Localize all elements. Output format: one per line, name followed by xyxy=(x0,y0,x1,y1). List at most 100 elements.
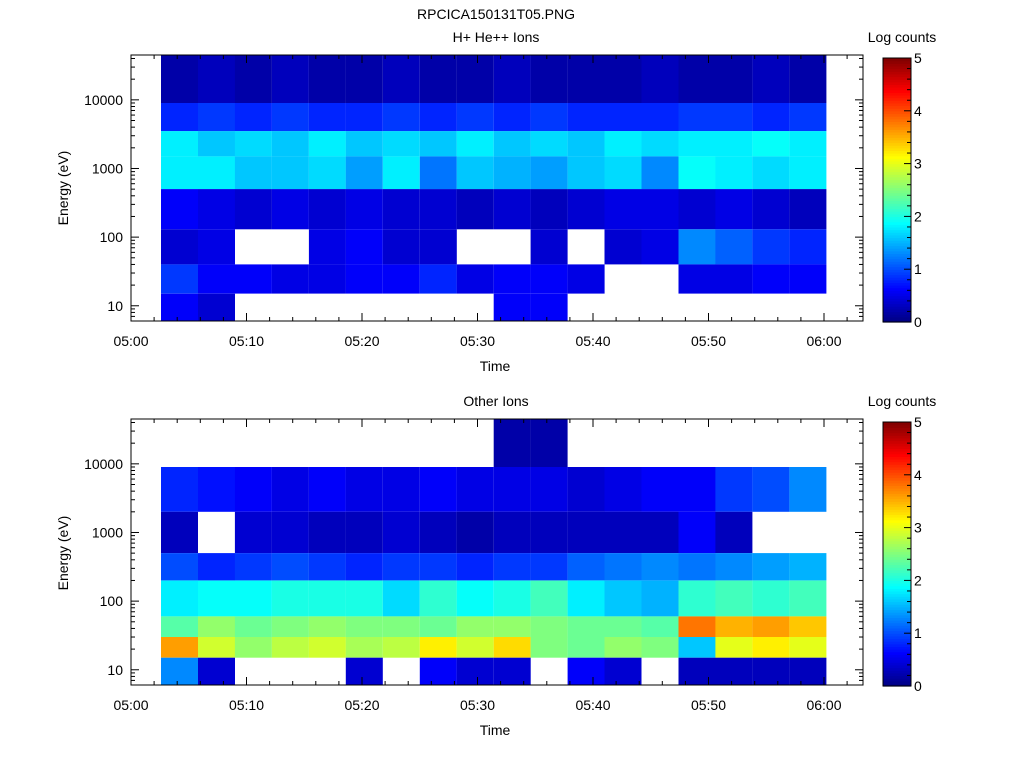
heatmap-cell-6-10 xyxy=(530,264,568,294)
heatmap-cell-2-7 xyxy=(419,131,457,157)
colorbar-segment xyxy=(883,197,911,202)
heatmap-cell-4-11 xyxy=(567,580,605,617)
heatmap-cell-3-9 xyxy=(493,553,531,581)
heatmap-cell-3-8 xyxy=(456,553,494,581)
colorbar-segment xyxy=(883,124,911,128)
heatmap-cell-7-1 xyxy=(198,293,235,321)
colorbar-tick-label-5: 5 xyxy=(914,50,922,66)
colorbar-segment xyxy=(883,158,911,162)
colorbar-segment xyxy=(883,606,911,611)
colorbar-segment xyxy=(883,240,911,244)
heatmap-cell-7-12 xyxy=(604,657,642,685)
colorbar-segment xyxy=(883,65,911,70)
heatmap-cell-2-5 xyxy=(345,511,383,554)
heatmap-cell-4-17 xyxy=(789,189,827,230)
colorbar-other-ions: 0 1 2 3 4 5 xyxy=(882,414,922,694)
colorbar-segment xyxy=(883,532,911,537)
heatmap-cell-3-11 xyxy=(567,156,605,190)
axes-other-ions: 05:00 05:10 05:20 05:30 05:40 05:50 06:00 10 100… xyxy=(84,419,863,713)
colorbar-segment xyxy=(883,166,911,170)
y-tick-label-3: 10000 xyxy=(84,456,123,472)
x-tick-label-5: 05:50 xyxy=(691,333,726,349)
heatmap-cell-7-17 xyxy=(789,657,827,685)
colorbar-segment xyxy=(883,142,911,146)
heatmap-cell-7-0 xyxy=(161,293,198,321)
heatmap-cell-2-10 xyxy=(530,131,568,157)
colorbar-segment xyxy=(883,60,911,64)
colorbar-segment xyxy=(883,200,911,204)
heatmap-cell-3-2 xyxy=(234,553,272,581)
colorbar-segment xyxy=(883,100,911,104)
heatmap-cell-5-4 xyxy=(308,616,346,638)
colorbar-segment xyxy=(883,593,911,597)
heatmap-cell-1-15 xyxy=(715,103,753,132)
heatmap-cell-1-1 xyxy=(198,103,235,132)
colorbar-segment xyxy=(883,424,911,428)
colorbar-segment xyxy=(883,643,911,647)
heatmap-cell-5-13 xyxy=(641,229,679,265)
colorbar-segment xyxy=(883,110,911,115)
heatmap-cell-4-1 xyxy=(198,580,235,617)
heatmap-cell-2-16 xyxy=(752,131,790,157)
heatmap-cell-3-8 xyxy=(456,156,494,190)
colorbar-segment xyxy=(883,258,911,262)
heatmap-cell-2-8 xyxy=(456,131,494,157)
heatmap-cell-2-3 xyxy=(271,511,309,554)
heatmap-cell-6-17 xyxy=(789,264,827,294)
heatmap-cell-2-0 xyxy=(161,131,198,157)
colorbar-segment xyxy=(883,300,911,305)
colorbar-segment xyxy=(883,155,911,159)
colorbar-segment xyxy=(883,469,911,473)
colorbar-segment xyxy=(883,97,911,101)
colorbar-segment xyxy=(883,76,911,80)
colorbar-segment xyxy=(883,540,911,545)
colorbar-segment xyxy=(883,190,911,194)
heatmap-cell-1-0 xyxy=(161,467,198,512)
colorbar-segment xyxy=(883,81,911,85)
heatmap-cell-6-9 xyxy=(493,264,531,294)
heatmap-cell-3-0 xyxy=(161,156,198,190)
colorbar-segment xyxy=(883,118,911,122)
y-tick-label-2: 1000 xyxy=(92,524,123,540)
heatmap-cell-4-7 xyxy=(419,189,457,230)
heatmap-cell-3-3 xyxy=(271,553,309,581)
heatmap-cell-2-13 xyxy=(641,511,679,554)
colorbar-segment xyxy=(883,585,911,589)
heatmap-cell-3-16 xyxy=(752,156,790,190)
heatmap-cell-6-7 xyxy=(419,264,457,294)
heatmap-cell-2-13 xyxy=(641,131,679,157)
colorbar-segment xyxy=(883,538,911,542)
colorbar-segment xyxy=(883,92,911,96)
colorbar-segment xyxy=(883,659,911,663)
colorbar-segment xyxy=(883,129,911,133)
heatmap-cell-5-7 xyxy=(419,229,457,265)
colorbar-segment xyxy=(883,506,911,510)
heatmap-cell-5-10 xyxy=(530,229,568,265)
heatmap-cell-4-0 xyxy=(161,189,198,230)
colorbar-segment xyxy=(883,635,911,640)
heatmap-cell-2-8 xyxy=(456,511,494,554)
colorbar-segment xyxy=(883,453,911,457)
heatmap-cell-7-11 xyxy=(567,657,605,685)
colorbar-segment xyxy=(883,546,911,550)
colorbar-segment xyxy=(883,108,911,112)
heatmap-cell-1-6 xyxy=(382,467,420,512)
colorbar-segment xyxy=(883,311,911,315)
colorbar-segment xyxy=(883,216,911,220)
heatmap-cell-3-6 xyxy=(382,553,420,581)
x-tick-label-5: 05:50 xyxy=(691,697,726,713)
colorbar-tick-label-4: 4 xyxy=(914,467,922,483)
heatmap-cell-4-9 xyxy=(493,189,531,230)
colorbar-segment xyxy=(883,432,911,436)
heatmap-cell-4-8 xyxy=(456,189,494,230)
heatmap-cell-0-13 xyxy=(641,55,679,103)
panel-other-ions: Other Ions Log counts Time Energy (eV) 0… xyxy=(55,393,936,738)
heatmap-cell-6-6 xyxy=(382,264,420,294)
heatmap-cell-0-11 xyxy=(567,55,605,103)
heatmap-cell-1-13 xyxy=(641,103,679,132)
colorbar-segment xyxy=(883,274,911,278)
heatmap-cell-4-16 xyxy=(752,580,790,617)
heatmap-cell-5-7 xyxy=(419,616,457,638)
colorbar-segment xyxy=(883,266,911,270)
heatmap-cell-1-12 xyxy=(604,467,642,512)
